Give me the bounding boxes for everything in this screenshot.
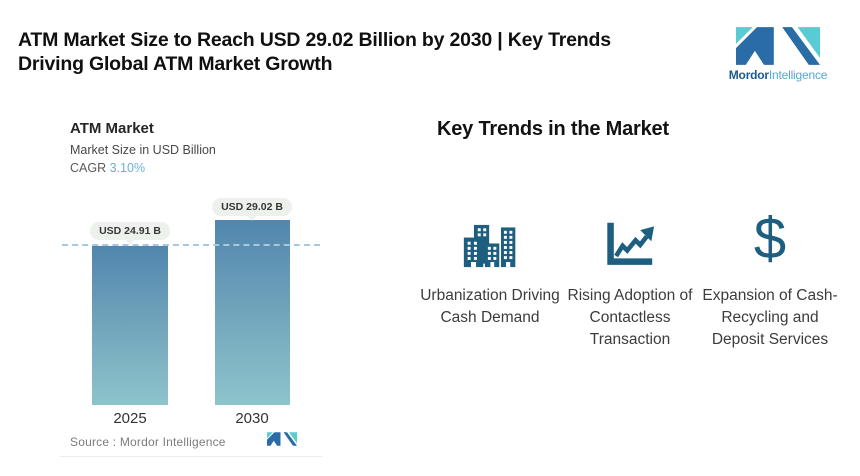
- brand-name-bold: Mordor: [728, 68, 769, 82]
- data-label-2030: USD 29.02 B: [212, 198, 292, 216]
- dollar-sign-icon: $: [753, 206, 787, 271]
- trend-columns: Urbanization Driving Cash Demand Rising …: [420, 205, 844, 351]
- chart-title: ATM Market: [70, 120, 154, 137]
- brand-wordmark: MordorIntelligence: [728, 68, 828, 82]
- trend-label: Rising Adoption of Contactless Transacti…: [567, 287, 693, 348]
- bottom-divider: [60, 456, 322, 457]
- reference-dashed-line: [62, 244, 320, 246]
- cagr-value: 3.10%: [109, 161, 146, 175]
- trend-urbanization: Urbanization Driving Cash Demand: [420, 205, 560, 351]
- mordor-mini-logo-icon: [267, 432, 297, 446]
- atm-market-bar-chart: ATM Market Market Size in USD Billion CA…: [60, 115, 322, 467]
- trend-contactless: Rising Adoption of Contactless Transacti…: [560, 205, 700, 351]
- key-trends-panel: Key Trends in the Market: [420, 118, 844, 351]
- x-tick-2025: 2025: [113, 410, 147, 427]
- chart-cagr: CAGR 3.10%: [70, 161, 145, 175]
- chart-subtitle: Market Size in USD Billion: [70, 143, 216, 157]
- plot-area: USD 24.91 B USD 29.02 B 2025 2030: [60, 195, 322, 427]
- brand-logo: MordorIntelligence: [728, 27, 828, 82]
- page-title: ATM Market Size to Reach USD 29.02 Billi…: [18, 28, 611, 76]
- page-title-line2: Driving Global ATM Market Growth: [18, 53, 333, 75]
- growth-chart-icon: [604, 205, 656, 269]
- trend-cash-recycling: $ Expansion of Cash-Recycling and Deposi…: [700, 205, 840, 351]
- mordor-intelligence-logo-icon: [736, 27, 820, 65]
- source-row: Source : Mordor Intelligence: [60, 431, 322, 453]
- trend-label: Expansion of Cash-Recycling and Deposit …: [702, 287, 838, 348]
- bar-2025: [92, 246, 168, 405]
- cagr-label: CAGR: [70, 161, 107, 175]
- bar-2030: [215, 220, 290, 405]
- trend-label: Urbanization Driving Cash Demand: [420, 287, 560, 326]
- trends-heading: Key Trends in the Market: [437, 118, 669, 140]
- page-title-line1: ATM Market Size to Reach USD 29.02 Billi…: [18, 29, 611, 51]
- x-tick-2030: 2030: [235, 410, 269, 427]
- brand-name-light: Intelligence: [768, 68, 828, 82]
- city-buildings-icon: [463, 205, 517, 269]
- source-text: Source : Mordor Intelligence: [70, 435, 226, 449]
- data-label-2025: USD 24.91 B: [90, 222, 170, 240]
